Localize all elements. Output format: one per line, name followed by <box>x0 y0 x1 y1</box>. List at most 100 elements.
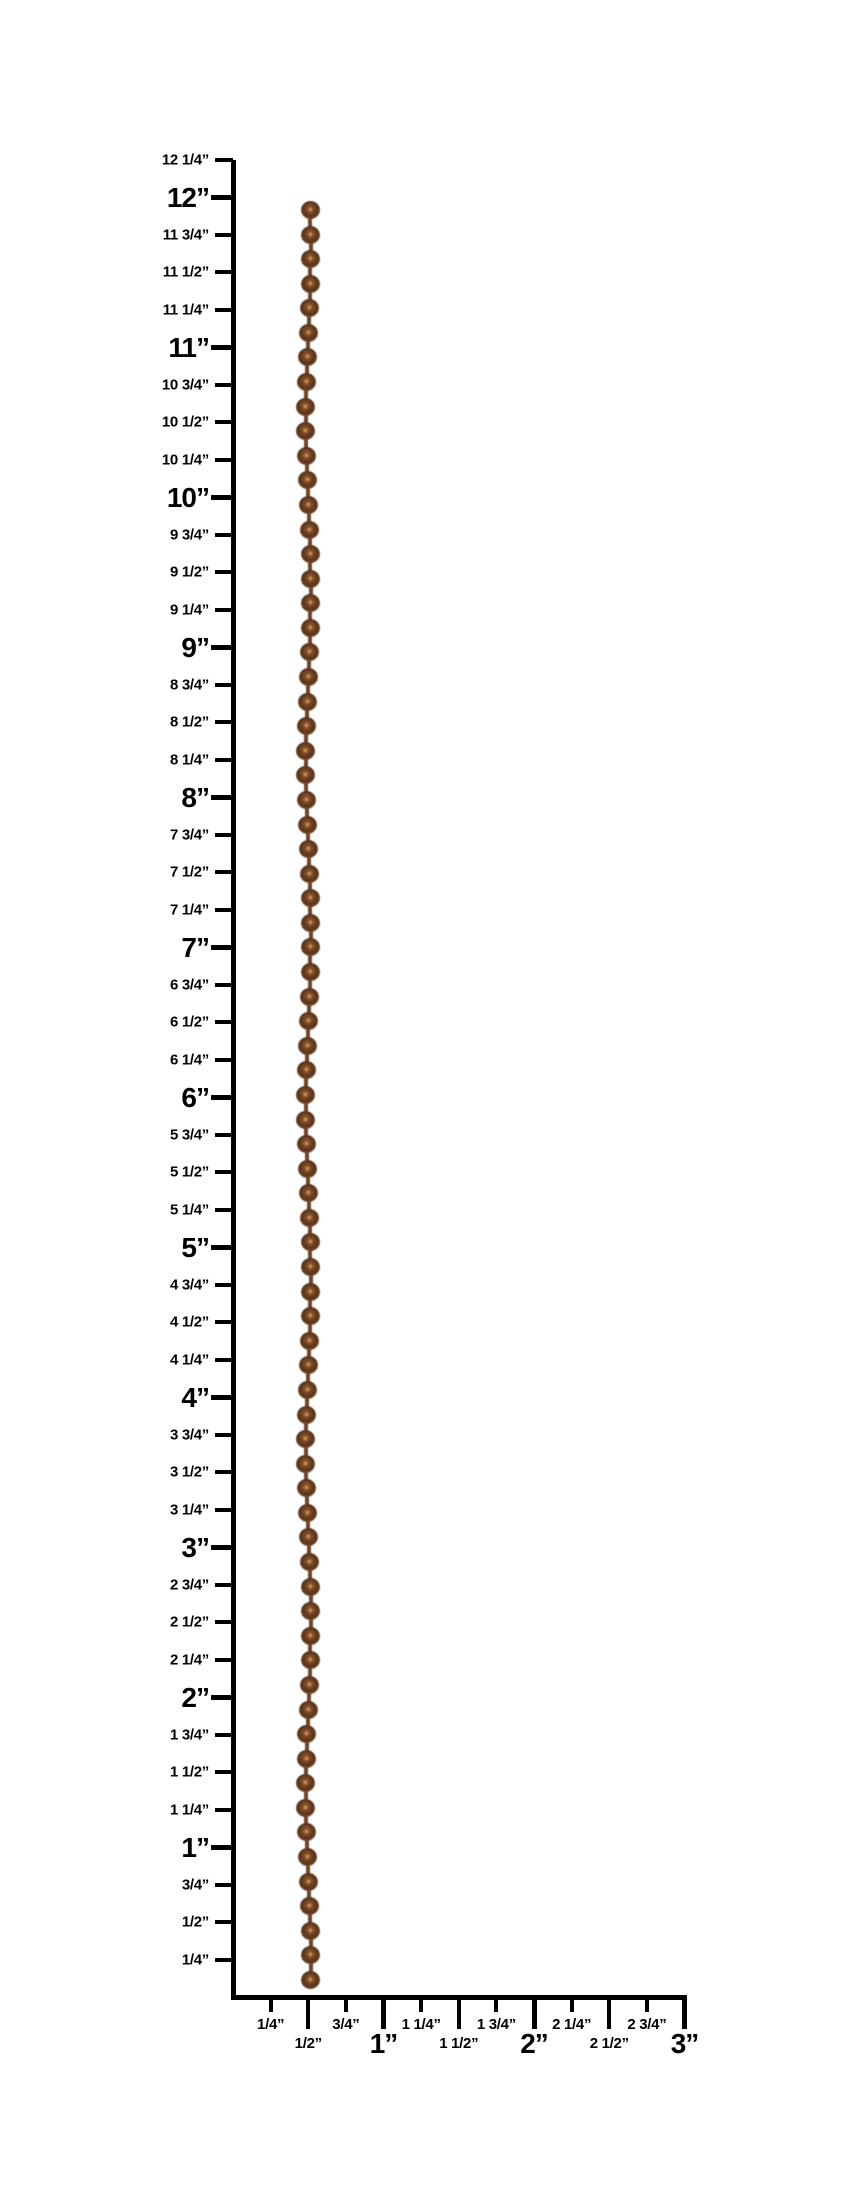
v-tick <box>215 1470 233 1474</box>
v-tick <box>215 270 233 274</box>
v-tick-label: 11 1/4” <box>162 301 210 318</box>
v-tick-label: 6 1/2” <box>169 1013 209 1031</box>
v-tick-label: 11 3/4” <box>162 226 210 243</box>
chain-link <box>308 603 313 629</box>
h-tick-label: 2 1/2” <box>589 2035 629 2052</box>
chain-link <box>306 1881 311 1908</box>
v-tick <box>215 1582 233 1587</box>
chain-link <box>305 824 310 851</box>
chain-bead <box>296 741 316 760</box>
chain-link <box>306 996 311 1023</box>
v-tick <box>211 644 233 650</box>
v-tick <box>211 1394 233 1400</box>
v-tick <box>211 194 233 200</box>
chain-bead <box>301 1282 321 1301</box>
v-tick <box>211 944 233 950</box>
chain-link <box>304 1832 309 1859</box>
chain-bead <box>298 668 318 687</box>
chain-bead <box>301 1258 321 1277</box>
chain-bead <box>298 1872 318 1891</box>
chain-bead <box>299 864 319 883</box>
chain-bead <box>300 1921 320 1940</box>
v-tick-label: 3 3/4” <box>169 1426 209 1443</box>
chain-bead <box>298 1528 318 1547</box>
chain-link <box>307 1660 312 1686</box>
v-tick-label: 7 1/2” <box>169 863 209 881</box>
v-tick <box>215 1807 233 1812</box>
h-tick <box>381 1995 386 2029</box>
chain-bead <box>299 1331 319 1350</box>
chain-link <box>305 1857 310 1883</box>
v-tick-label: 1/4” <box>181 1951 209 1968</box>
v-tick <box>215 870 233 874</box>
v-tick-label: 1” <box>181 1832 210 1863</box>
chain-link <box>307 873 312 900</box>
chain-bead <box>296 1135 316 1154</box>
chain-link <box>308 259 313 285</box>
v-tick-label: 9 3/4” <box>169 526 209 543</box>
v-tick-label: 2 1/2” <box>169 1613 209 1631</box>
chain-bead <box>300 889 320 908</box>
chain-link <box>304 1488 309 1514</box>
chain-bead <box>298 495 318 514</box>
v-tick-label: 2 1/4” <box>169 1651 209 1668</box>
chain-bead <box>296 1061 316 1080</box>
v-tick <box>215 1057 233 1062</box>
chain-bead <box>296 1430 316 1449</box>
chain-link <box>304 1463 309 1490</box>
chain-link <box>303 750 308 777</box>
chain-link <box>308 554 313 580</box>
chain-bead <box>297 1380 317 1399</box>
v-tick <box>215 1432 233 1437</box>
chain-link <box>308 1611 313 1637</box>
h-tick <box>343 1995 348 2012</box>
chain-bead <box>301 1602 321 1621</box>
h-tick-label: 2 1/4” <box>552 2016 592 2033</box>
chain-link <box>306 1537 311 1564</box>
chain-bead <box>300 1897 320 1916</box>
chain-bead <box>296 1774 316 1793</box>
v-tick-label: 4 1/4” <box>169 1351 209 1368</box>
chain-link <box>304 382 309 408</box>
chain-link <box>308 1242 313 1269</box>
chain-bead <box>301 594 321 613</box>
chain-link <box>304 357 309 384</box>
v-tick <box>211 1244 233 1250</box>
chain-bead <box>300 201 320 219</box>
chain-bead <box>300 1233 320 1252</box>
chain-link <box>304 455 309 482</box>
chain-link <box>307 1906 312 1932</box>
chain-link <box>306 504 311 531</box>
v-tick-label: 7” <box>181 932 210 963</box>
v-tick-label: 2” <box>181 1682 210 1713</box>
chain-bead <box>296 717 316 736</box>
v-tick <box>215 1320 233 1324</box>
v-tick <box>215 1732 233 1737</box>
v-tick-label: 10” <box>166 482 210 513</box>
v-tick-label: 3 1/2” <box>169 1463 209 1481</box>
v-tick <box>215 1282 233 1287</box>
v-tick <box>215 1957 233 1962</box>
chain-link <box>304 775 309 801</box>
v-tick <box>215 232 233 237</box>
chain-bead <box>296 790 316 809</box>
h-tick <box>569 1995 574 2012</box>
chain-bead <box>301 250 321 269</box>
v-tick <box>215 1170 233 1174</box>
v-tick <box>215 457 233 462</box>
chain-bead <box>298 1700 318 1719</box>
chain-link <box>304 1389 309 1416</box>
v-tick <box>215 1132 233 1137</box>
v-tick <box>211 1544 233 1550</box>
v-tick-label: 6 1/4” <box>169 1051 209 1068</box>
chain-link <box>308 922 313 949</box>
chain-link <box>304 431 309 457</box>
chain-bead <box>296 422 316 441</box>
v-tick-label: 3” <box>181 1532 210 1563</box>
chain-link <box>305 1709 310 1736</box>
chain-link <box>307 283 312 310</box>
v-tick <box>215 607 233 612</box>
h-tick-label: 1 1/2” <box>439 2035 479 2052</box>
chain-bead <box>300 963 320 982</box>
h-tick <box>644 1995 649 2012</box>
